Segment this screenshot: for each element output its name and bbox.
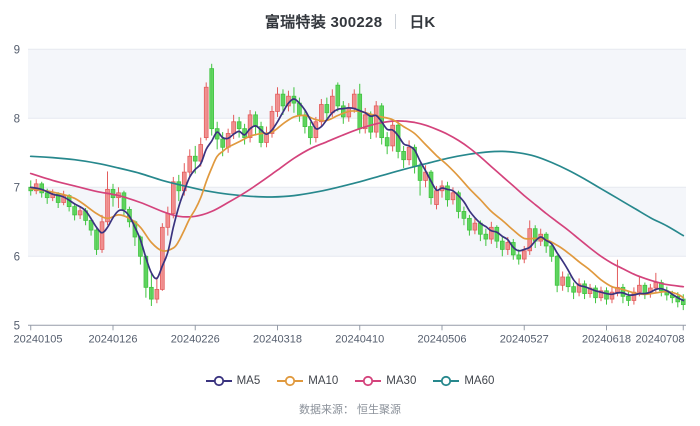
- legend-item-ma5[interactable]: MA5: [205, 375, 261, 387]
- chart-title: 富瑞特装 300228 日K: [0, 10, 700, 32]
- ma-line-ma10: [29, 110, 685, 299]
- title-stock-name-code: 富瑞特装 300228: [264, 13, 383, 31]
- title-separator: [395, 13, 397, 29]
- ma-legend: MA5 MA10 MA30 MA60: [0, 371, 700, 391]
- svg-text:5: 5: [14, 320, 20, 332]
- svg-text:20240618: 20240618: [582, 333, 631, 345]
- svg-text:20240506: 20240506: [418, 333, 467, 345]
- svg-text:20240708: 20240708: [636, 333, 685, 345]
- ma10-line-marker-icon: [277, 375, 304, 387]
- ma-line-ma5: [29, 98, 685, 302]
- legend-item-label: MA30: [386, 375, 417, 387]
- legend-item-label: MA60: [464, 375, 495, 387]
- svg-text:20240226: 20240226: [171, 333, 220, 345]
- svg-text:6: 6: [14, 251, 20, 263]
- svg-text:8: 8: [14, 113, 20, 125]
- data-source-footer: 数据来源： 恒生聚源: [0, 401, 700, 417]
- svg-text:20240527: 20240527: [500, 333, 549, 345]
- data-source-text: 数据来源： 恒生聚源: [298, 404, 402, 416]
- kline-chart-area[interactable]: 9 8 7 6 5 20240105 20240126 20240226 20240318 202…: [0, 34, 700, 356]
- svg-text:7: 7: [14, 182, 20, 194]
- svg-text:20240126: 20240126: [89, 333, 138, 345]
- svg-text:9: 9: [14, 44, 20, 56]
- ma5-line-marker-icon: [205, 375, 232, 387]
- ma-line-ma60: [29, 150, 685, 237]
- ma60-line-marker-icon: [433, 375, 460, 387]
- legend-item-ma60[interactable]: MA60: [433, 375, 494, 387]
- legend-item-ma10[interactable]: MA10: [277, 375, 338, 387]
- title-period-label: 日K: [409, 13, 436, 31]
- svg-text:20240410: 20240410: [335, 333, 384, 345]
- legend-item-label: MA5: [236, 375, 261, 387]
- legend-item-ma30[interactable]: MA30: [355, 375, 416, 387]
- svg-text:20240105: 20240105: [14, 333, 63, 345]
- ma30-line-marker-icon: [355, 375, 382, 387]
- svg-text:20240318: 20240318: [253, 333, 302, 345]
- legend-item-label: MA10: [308, 375, 339, 387]
